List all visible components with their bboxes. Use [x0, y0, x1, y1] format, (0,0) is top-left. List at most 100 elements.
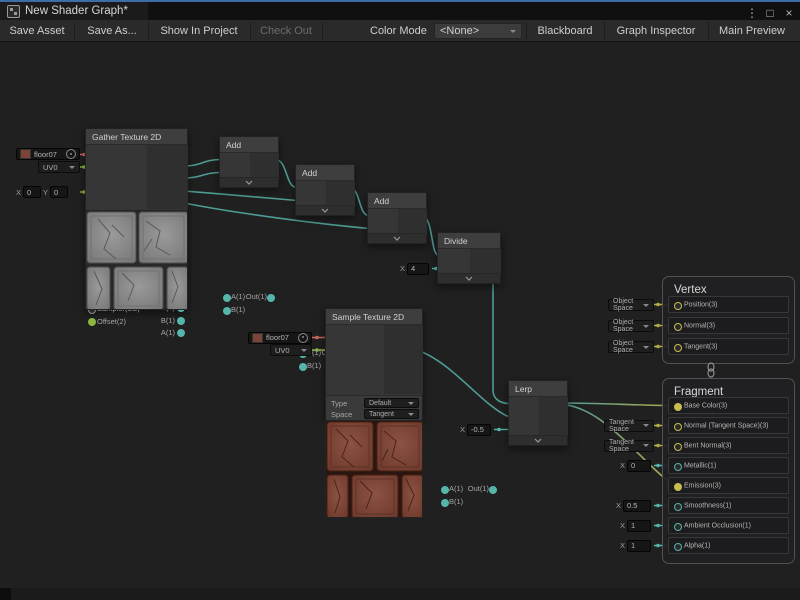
gather-offset-widget[interactable]: X 0 Y 0	[16, 186, 80, 198]
space-label: Space	[331, 410, 353, 419]
output-port-a[interactable]	[177, 329, 185, 337]
port-normal[interactable]	[674, 323, 682, 331]
port-metallic[interactable]	[674, 463, 682, 471]
wire-sampleR-lerpB[interactable]	[416, 349, 509, 418]
object-picker-icon[interactable]	[66, 149, 76, 159]
vertex-space-dropdown-normal[interactable]: Object Space	[608, 319, 654, 333]
fragment-ao-widget[interactable]: X 1	[620, 519, 654, 532]
input-port-b[interactable]	[441, 498, 449, 507]
sample-uv-dropdown[interactable]: UV0	[270, 344, 312, 356]
tab-new-shader-graph[interactable]: New Shader Graph*	[0, 2, 148, 20]
input-port-a[interactable]	[441, 485, 449, 494]
port-base-color[interactable]	[674, 403, 682, 411]
x-label: X	[460, 425, 466, 434]
value-field[interactable]: 0	[627, 459, 652, 472]
fragment-normal-space-dropdown[interactable]: Tangent Space	[604, 419, 654, 433]
save-as-button[interactable]: Save As...	[87, 25, 137, 37]
node-add-1[interactable]: Add A(1) B(1) Out(1)	[219, 136, 279, 315]
wire-lerp-basecolor[interactable]	[561, 402, 674, 407]
toolbar-separator	[526, 22, 527, 40]
window-menu-icon[interactable]: ⋮	[746, 6, 758, 20]
port-emission[interactable]	[674, 483, 682, 491]
value-field[interactable]: 1	[627, 539, 652, 552]
port-bent-normal[interactable]	[674, 443, 682, 451]
gather-uv-dropdown[interactable]: UV0	[38, 161, 80, 173]
port-normal-ts[interactable]	[674, 423, 682, 431]
node-sample-texture-2d[interactable]: Sample Texture 2D Texture(T2) UV(2) Samp…	[325, 308, 423, 422]
x-label: X	[620, 541, 626, 550]
fragment-smoothness-widget[interactable]: X 0.5	[616, 499, 654, 512]
fragment-slot-alpha[interactable]: Alpha(1)	[668, 537, 789, 554]
divide-b-widget[interactable]: X 4	[400, 262, 432, 275]
input-port-b[interactable]	[299, 362, 307, 371]
value-field[interactable]: 1	[627, 519, 652, 532]
offset-x-field[interactable]: 0	[23, 186, 42, 198]
wire-gatherB-add2B[interactable]	[183, 190, 298, 202]
value-field[interactable]: 0.5	[623, 499, 652, 512]
fragment-slot-bent-normal[interactable]: Bent Normal(3)	[668, 437, 789, 454]
save-asset-button[interactable]: Save Asset	[9, 25, 65, 37]
fragment-slot-metallic[interactable]: Metallic(1)	[668, 457, 789, 474]
wire-gatherR-add1A[interactable]	[183, 158, 222, 167]
vertex-space-dropdown-position[interactable]: Object Space	[608, 298, 654, 312]
graph-inspector-button[interactable]: Graph Inspector	[616, 25, 696, 37]
offset-y-field[interactable]: 0	[50, 186, 69, 198]
space-dropdown[interactable]: Tangent	[364, 409, 419, 419]
output-port-b[interactable]	[177, 317, 185, 325]
check-out-button[interactable]: Check Out	[260, 25, 312, 37]
input-port-b[interactable]	[223, 306, 231, 315]
fragment-bent-normal-space-dropdown[interactable]: Tangent Space	[604, 439, 654, 453]
vertex-slot-position[interactable]: Position(3)	[668, 296, 789, 313]
node-divide[interactable]: Divide A(1) B(1) Out(1)	[437, 232, 501, 507]
object-picker-icon[interactable]	[298, 332, 308, 343]
sample-texture-field[interactable]: floor07	[248, 331, 312, 344]
window-maximize-icon[interactable]: □	[766, 6, 774, 20]
fragment-slot-base-color[interactable]: Base Color(3)	[668, 397, 789, 414]
output-label-out: Out(1)	[467, 484, 489, 493]
fragment-slot-normal[interactable]: Normal (Tangent Space)(3)	[668, 417, 789, 434]
node-lerp[interactable]: Lerp A(1) B(1) T(1) Out(1)	[508, 380, 568, 446]
gather-texture-field[interactable]: floor07	[16, 148, 80, 160]
port-ambient-occlusion[interactable]	[674, 523, 682, 531]
collapse-chevron[interactable]	[296, 205, 354, 215]
fragment-alpha-widget[interactable]: X 1	[620, 539, 654, 552]
output-label-a: A(1)	[160, 328, 175, 337]
port-tangent[interactable]	[674, 344, 682, 352]
main-preview-button[interactable]: Main Preview	[718, 25, 786, 37]
toolbar-separator	[148, 22, 149, 40]
value-field[interactable]: -0.5	[467, 423, 492, 436]
collapse-chevron[interactable]	[368, 233, 426, 243]
input-port-a[interactable]	[223, 293, 231, 302]
color-mode-dropdown[interactable]: <None>	[434, 23, 522, 39]
resize-corner[interactable]	[0, 588, 11, 600]
fragment-slot-emission[interactable]: Emission(3)	[668, 477, 789, 494]
dropdown-arrow-icon	[510, 29, 516, 33]
input-label-a: A(1)	[307, 348, 322, 357]
show-in-project-button[interactable]: Show In Project	[160, 25, 238, 37]
value-field[interactable]: 4	[407, 262, 430, 275]
port-position[interactable]	[674, 302, 682, 310]
output-port-out[interactable]	[489, 485, 497, 494]
vertex-slot-normal[interactable]: Normal(3)	[668, 317, 789, 334]
toolbar-separator	[74, 22, 75, 40]
fragment-metallic-widget[interactable]: X 0	[620, 459, 654, 472]
input-port-offset[interactable]	[88, 318, 96, 326]
node-add-3[interactable]: Add A(1) B(1) Out(1)	[367, 192, 427, 427]
type-dropdown[interactable]: Default	[364, 398, 419, 408]
fragment-slot-smoothness[interactable]: Smoothness(1)	[668, 497, 789, 514]
blackboard-button[interactable]: Blackboard	[537, 25, 593, 37]
port-alpha[interactable]	[674, 543, 682, 551]
collapse-chevron[interactable]	[220, 177, 278, 187]
fragment-slot-ambient-occlusion[interactable]: Ambient Occlusion(1)	[668, 517, 789, 534]
port-smoothness[interactable]	[674, 503, 682, 511]
output-port-out[interactable]	[267, 293, 275, 302]
wire-gatherG-add1B[interactable]	[183, 171, 222, 179]
output-label-out: Out(1)	[245, 292, 267, 301]
collapse-chevron[interactable]	[438, 273, 500, 283]
lerp-t-widget[interactable]: X -0.5	[460, 423, 494, 436]
vertex-slot-tangent[interactable]: Tangent(3)	[668, 338, 789, 355]
collapse-chevron[interactable]	[509, 435, 567, 445]
vertex-space-dropdown-tangent[interactable]: Object Space	[608, 340, 654, 354]
window-close-icon[interactable]: ×	[785, 6, 793, 20]
node-add-2[interactable]: Add A(1) B(1) Out(1)	[295, 164, 355, 371]
